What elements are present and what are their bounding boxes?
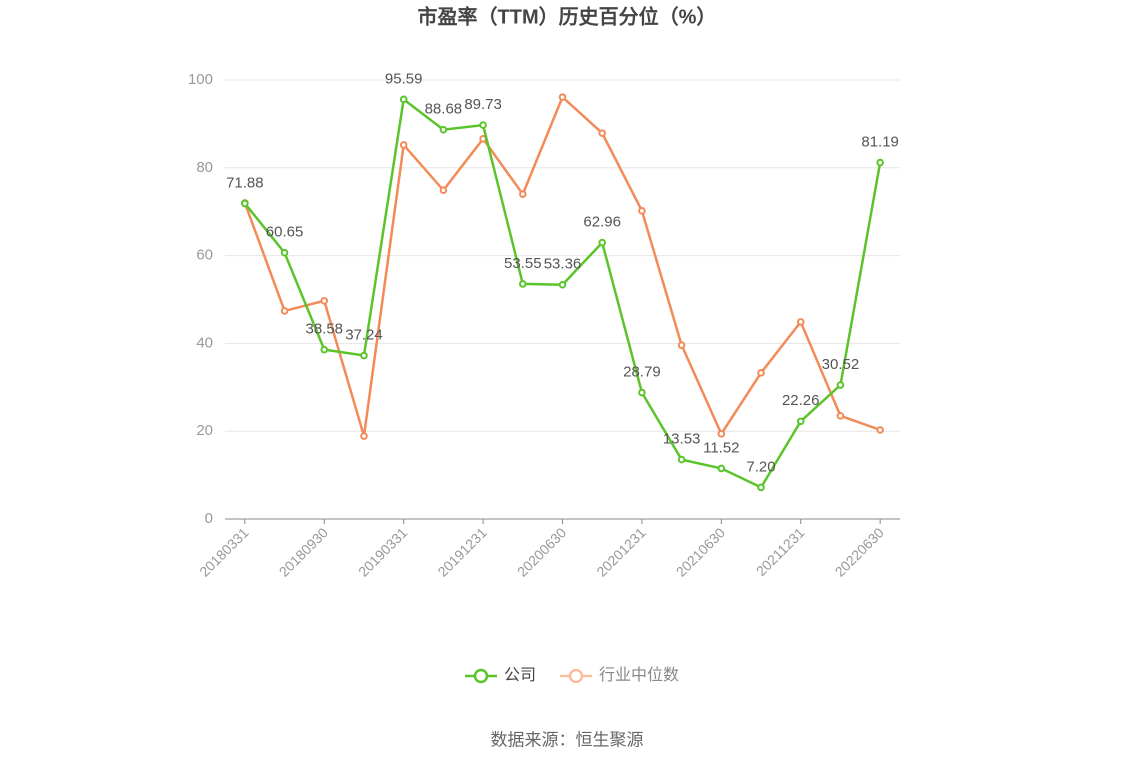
data-label: 7.20 bbox=[746, 458, 775, 475]
legend-marker bbox=[568, 668, 584, 684]
x-tick-label: 20200630 bbox=[514, 524, 570, 580]
x-tick-label: 20201231 bbox=[593, 524, 649, 580]
y-tick-label: 100 bbox=[188, 71, 213, 88]
data-label: 95.59 bbox=[385, 70, 423, 87]
source-note: 数据来源：恒生聚源 bbox=[491, 730, 644, 749]
data-point bbox=[757, 483, 765, 492]
data-label: 81.19 bbox=[861, 134, 899, 151]
data-point bbox=[638, 388, 646, 397]
data-point bbox=[439, 186, 448, 194]
data-label: 11.52 bbox=[703, 439, 739, 456]
data-point bbox=[360, 351, 368, 360]
x-tick-label: 20210630 bbox=[673, 524, 729, 580]
data-point bbox=[320, 345, 329, 354]
data-point bbox=[717, 430, 726, 438]
data-point bbox=[399, 95, 408, 104]
legend-marker bbox=[473, 668, 489, 684]
data-label: 13.53 bbox=[663, 431, 701, 448]
x-tick-label: 20180930 bbox=[276, 524, 332, 580]
chart-title: 市盈率（TTM）历史百分位（%） bbox=[418, 4, 717, 28]
data-point bbox=[757, 369, 765, 377]
data-point bbox=[836, 412, 845, 420]
data-point bbox=[836, 381, 845, 389]
data-label: 53.55 bbox=[504, 255, 542, 272]
y-tick-label: 80 bbox=[196, 159, 213, 176]
data-point bbox=[320, 297, 329, 305]
data-point bbox=[638, 207, 646, 215]
data-point bbox=[876, 426, 884, 434]
x-tick-label: 20190331 bbox=[355, 524, 411, 580]
data-point bbox=[796, 318, 805, 326]
data-point bbox=[677, 455, 686, 464]
data-label: 88.68 bbox=[425, 101, 463, 118]
data-point bbox=[598, 129, 607, 137]
data-point bbox=[360, 432, 368, 440]
data-point bbox=[598, 238, 607, 247]
y-tick-label: 20 bbox=[196, 422, 213, 439]
data-label: 53.36 bbox=[544, 256, 582, 273]
data-point bbox=[241, 199, 249, 208]
y-tick-label: 40 bbox=[196, 334, 213, 351]
data-point bbox=[280, 307, 289, 315]
y-tick-label: 0 bbox=[205, 510, 213, 527]
data-label: 89.73 bbox=[464, 96, 502, 113]
legend-label: 公司 bbox=[504, 667, 536, 684]
series-line bbox=[243, 97, 882, 490]
legend-item: 行业中位数 bbox=[560, 666, 679, 684]
data-label: 30.52 bbox=[822, 356, 860, 373]
data-point bbox=[558, 280, 567, 289]
legend-item: 公司 bbox=[465, 667, 536, 684]
x-tick-label: 20220630 bbox=[832, 524, 888, 580]
data-point bbox=[439, 125, 448, 134]
data-point bbox=[518, 190, 527, 198]
data-point bbox=[399, 141, 408, 149]
x-tick-label: 20191231 bbox=[434, 524, 490, 580]
data-label: 38.58 bbox=[305, 321, 343, 338]
x-tick-label: 20180331 bbox=[196, 524, 252, 580]
data-label: 37.24 bbox=[345, 326, 383, 343]
x-tick-label: 20211231 bbox=[753, 524, 808, 579]
data-point bbox=[796, 417, 805, 426]
data-point bbox=[558, 93, 567, 101]
y-tick-label: 60 bbox=[196, 247, 213, 264]
data-label: 28.79 bbox=[623, 364, 661, 381]
data-label: 60.65 bbox=[266, 224, 304, 241]
data-point bbox=[518, 280, 527, 288]
data-point bbox=[479, 121, 487, 129]
data-label: 22.26 bbox=[782, 392, 820, 409]
data-point bbox=[876, 158, 884, 167]
data-point bbox=[677, 341, 686, 349]
data-label: 62.96 bbox=[583, 214, 621, 231]
legend-label: 行业中位数 bbox=[599, 666, 679, 684]
data-point bbox=[280, 248, 289, 257]
data-label: 71.88 bbox=[226, 174, 264, 191]
data-point bbox=[717, 464, 726, 473]
